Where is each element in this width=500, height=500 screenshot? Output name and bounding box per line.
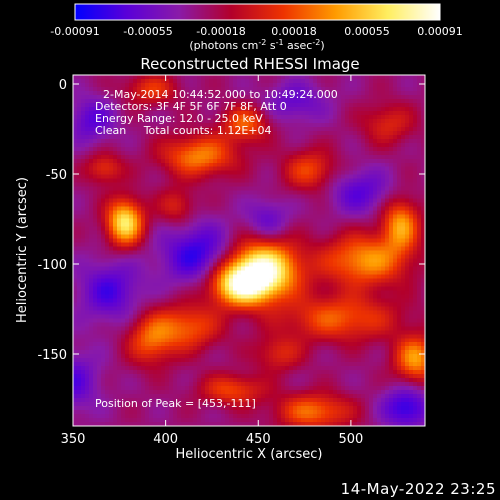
annotation-block: 2-May-2014 10:44:52.000 to 10:49:24.000 … (95, 88, 338, 137)
colorbar: -0.00091 -0.00055 -0.00018 0.00018 0.00055 0.… (50, 3, 463, 52)
y-tick-label: 0 (59, 78, 67, 93)
x-axis-ticks: 350 400 450 500 (61, 75, 363, 447)
y-axis-ticks: 0 -50 -100 -150 (37, 78, 425, 363)
colorbar-tick-label: -0.00055 (123, 25, 172, 38)
y-tick-label: -50 (46, 168, 67, 183)
y-axis-label: Heliocentric Y (arcsec) (15, 177, 30, 323)
annotation-energy-range: Energy Range: 12.0 - 25.0 keV (95, 112, 263, 125)
colorbar-ticks: -0.00091 -0.00055 -0.00018 0.00018 0.00055 0.… (50, 25, 462, 38)
heatmap-image (73, 75, 425, 426)
colorbar-tick-label: -0.00091 (50, 25, 99, 38)
y-tick-label: -100 (37, 258, 67, 273)
peak-position-label: Position of Peak = [453,-111] (95, 397, 256, 410)
x-tick-label: 350 (61, 432, 86, 447)
chart-title: Reconstructed RHESSI Image (140, 55, 359, 73)
colorbar-tick-label: -0.00018 (196, 25, 245, 38)
x-tick-label: 500 (338, 432, 363, 447)
annotation-time-range: 2-May-2014 10:44:52.000 to 10:49:24.000 (103, 88, 338, 101)
colorbar-tick-label: 0.00091 (417, 25, 463, 38)
colorbar-gradient (74, 3, 441, 21)
x-axis-label: Heliocentric X (arcsec) (176, 447, 323, 462)
colorbar-tick-label: 0.00055 (344, 25, 390, 38)
colorbar-unit-label: (photons cm-2 s-1 asec-2) (189, 38, 324, 52)
annotation-detectors: Detectors: 3F 4F 5F 6F 7F 8F, Att 0 (95, 100, 287, 113)
x-tick-label: 450 (246, 432, 271, 447)
x-tick-label: 400 (153, 432, 178, 447)
annotation-clean-counts: Clean Total counts: 1.12E+04 (95, 124, 272, 137)
colorbar-tick-label: 0.00018 (271, 25, 317, 38)
plot-frame (72, 74, 426, 427)
y-tick-label: -150 (37, 348, 67, 363)
timestamp: 14-May-2022 23:25 (340, 480, 496, 498)
